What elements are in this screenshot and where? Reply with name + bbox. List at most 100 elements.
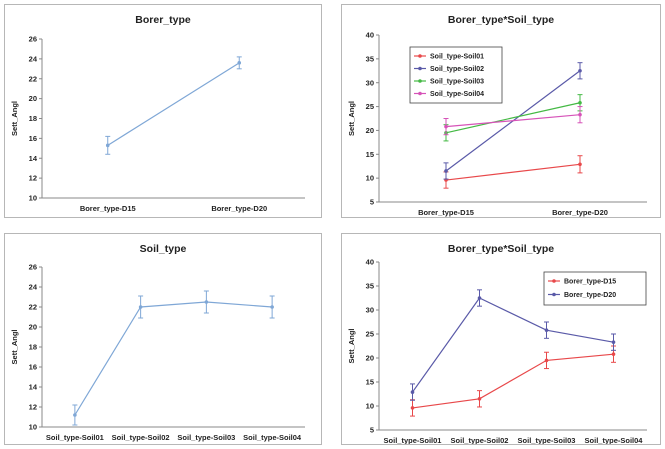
- y-tick-label: 40: [366, 31, 374, 40]
- x-tick-label: Soil_type-Soil03: [518, 436, 576, 444]
- legend-entry: Soil_type-Soil02: [430, 66, 484, 73]
- data-point: [444, 169, 448, 173]
- y-axis-label: Sett_Angl: [347, 328, 356, 363]
- y-tick-label: 35: [366, 54, 374, 63]
- chart-soil-type: Soil_type 10 12 14 16 18 20 22 24 26 Soil_type-Soi…: [10, 243, 305, 442]
- legend-marker: [552, 292, 556, 297]
- y-tick-label: 25: [366, 330, 374, 339]
- data-point: [105, 143, 110, 148]
- x-tick-label: Soil_type-Soil02: [451, 436, 509, 444]
- data-point: [204, 300, 209, 304]
- chart-panel-soil-type: Soil_type 10 12 14 16 18 20 22 24 26 Soil_type-Soi…: [4, 233, 322, 445]
- y-tick-label: 15: [366, 150, 374, 159]
- legend-marker: [552, 279, 556, 283]
- y-tick-label: 35: [366, 282, 374, 291]
- legend-marker: [418, 66, 422, 71]
- y-tick-label: 18: [29, 343, 37, 352]
- y-tick-label: 10: [29, 423, 37, 432]
- series-line: [445, 102, 581, 134]
- y-tick-label: 20: [29, 323, 37, 332]
- y-tick-label: 14: [29, 383, 38, 392]
- data-point: [477, 296, 482, 300]
- x-tick-label: Soil_type-Soil01: [384, 436, 442, 444]
- series-line: [445, 163, 581, 181]
- legend-marker: [418, 54, 422, 58]
- data-point: [270, 305, 274, 309]
- x-tick-label: Soil_type-Soil04: [243, 433, 302, 442]
- y-tick-label: 20: [366, 126, 374, 135]
- y-axis-label: Sett_Angl: [347, 101, 356, 136]
- data-point: [410, 390, 415, 394]
- y-tick-label: 22: [29, 303, 37, 312]
- y-tick-label: 10: [366, 402, 374, 411]
- y-tick-label: 18: [29, 114, 37, 123]
- legend-entry: Soil_type-Soil01: [430, 54, 484, 61]
- chart-borer-soil-interaction: Borer_type*Soil_type 5 10 15 20 25 30 35 40 Borer…: [347, 14, 647, 217]
- y-tick-label: 30: [366, 306, 374, 315]
- legend-box: [543, 271, 647, 306]
- y-tick-label: 25: [366, 102, 374, 111]
- legend-entry: Borer_type-D20: [564, 292, 616, 299]
- chart-title: Soil_type: [140, 243, 187, 255]
- legend-marker: [418, 79, 422, 83]
- y-tick-label: 5: [370, 426, 374, 435]
- chart-panel-borer-soil-interaction: Borer_type*Soil_type 5 10 15 20 25 30 35 40 Borer…: [341, 4, 661, 218]
- data-point: [611, 340, 616, 344]
- x-tick-label: Borer_type-D20: [211, 204, 267, 213]
- series-line: [412, 297, 614, 393]
- data-point: [410, 406, 415, 410]
- x-tick-label: Soil_type-Soil03: [177, 433, 235, 442]
- legend-marker: [418, 91, 422, 96]
- data-point: [237, 61, 242, 65]
- y-axis-label: Sett_Angl: [10, 101, 19, 136]
- chart-panel-soil-borer-interaction: Borer_type*Soil_type 5 10 15 20 25 30 35 40 Soil_…: [341, 233, 661, 445]
- y-tick-label: 40: [366, 258, 374, 267]
- x-tick-label: Borer_type-D20: [552, 208, 608, 217]
- y-axis-label: Sett_Angl: [10, 329, 19, 364]
- y-tick-label: 14: [29, 154, 38, 163]
- data-point: [544, 358, 549, 363]
- y-tick-label: 5: [370, 198, 374, 207]
- y-tick-label: 10: [29, 194, 37, 203]
- data-point: [578, 162, 582, 167]
- data-point: [578, 100, 582, 105]
- y-tick-label: 20: [29, 94, 37, 103]
- series-line: [445, 114, 581, 128]
- data-point: [578, 68, 582, 73]
- data-point: [477, 397, 482, 401]
- y-tick-label: 26: [29, 263, 37, 272]
- x-tick-label: Soil_type-Soil02: [112, 433, 170, 442]
- y-tick-label: 10: [366, 174, 374, 183]
- series-line: [74, 301, 273, 416]
- x-tick-label: Borer_type-D15: [418, 208, 474, 217]
- legend-entry: Borer_type-D15: [564, 279, 616, 286]
- legend-entry: Soil_type-Soil04: [430, 91, 484, 98]
- series-line: [412, 353, 614, 409]
- y-tick-label: 24: [29, 54, 38, 63]
- x-tick-label: Borer_type-D15: [80, 204, 136, 213]
- chart-title: Borer_type: [135, 14, 191, 26]
- legend-entry: Soil_type-Soil03: [430, 79, 484, 86]
- chart-soil-borer-interaction: Borer_type*Soil_type 5 10 15 20 25 30 35 40 Soil_…: [347, 243, 647, 444]
- y-tick-label: 30: [366, 78, 374, 87]
- y-tick-label: 12: [29, 174, 37, 183]
- data-point: [444, 124, 448, 129]
- chart-borer-type: Borer_type 10 12 14 16 18 20 22 24 26 Borer_type-D…: [10, 14, 305, 213]
- y-tick-label: 22: [29, 74, 37, 83]
- series-line: [107, 62, 240, 146]
- y-tick-label: 12: [29, 403, 37, 412]
- chart-title: Borer_type*Soil_type: [448, 243, 554, 255]
- y-tick-label: 16: [29, 363, 37, 372]
- x-tick-label: Soil_type-Soil04: [585, 436, 644, 444]
- chart-panel-borer-type: Borer_type 10 12 14 16 18 20 22 24 26 Borer_type-D…: [4, 4, 322, 218]
- data-point: [138, 305, 143, 309]
- y-tick-label: 20: [366, 354, 374, 363]
- data-point: [578, 112, 582, 117]
- y-tick-label: 16: [29, 134, 37, 143]
- data-point: [544, 328, 549, 332]
- data-point: [73, 413, 77, 417]
- chart-title: Borer_type*Soil_type: [448, 14, 554, 26]
- data-point: [611, 352, 616, 356]
- y-tick-label: 26: [29, 35, 37, 44]
- y-tick-label: 15: [366, 378, 374, 387]
